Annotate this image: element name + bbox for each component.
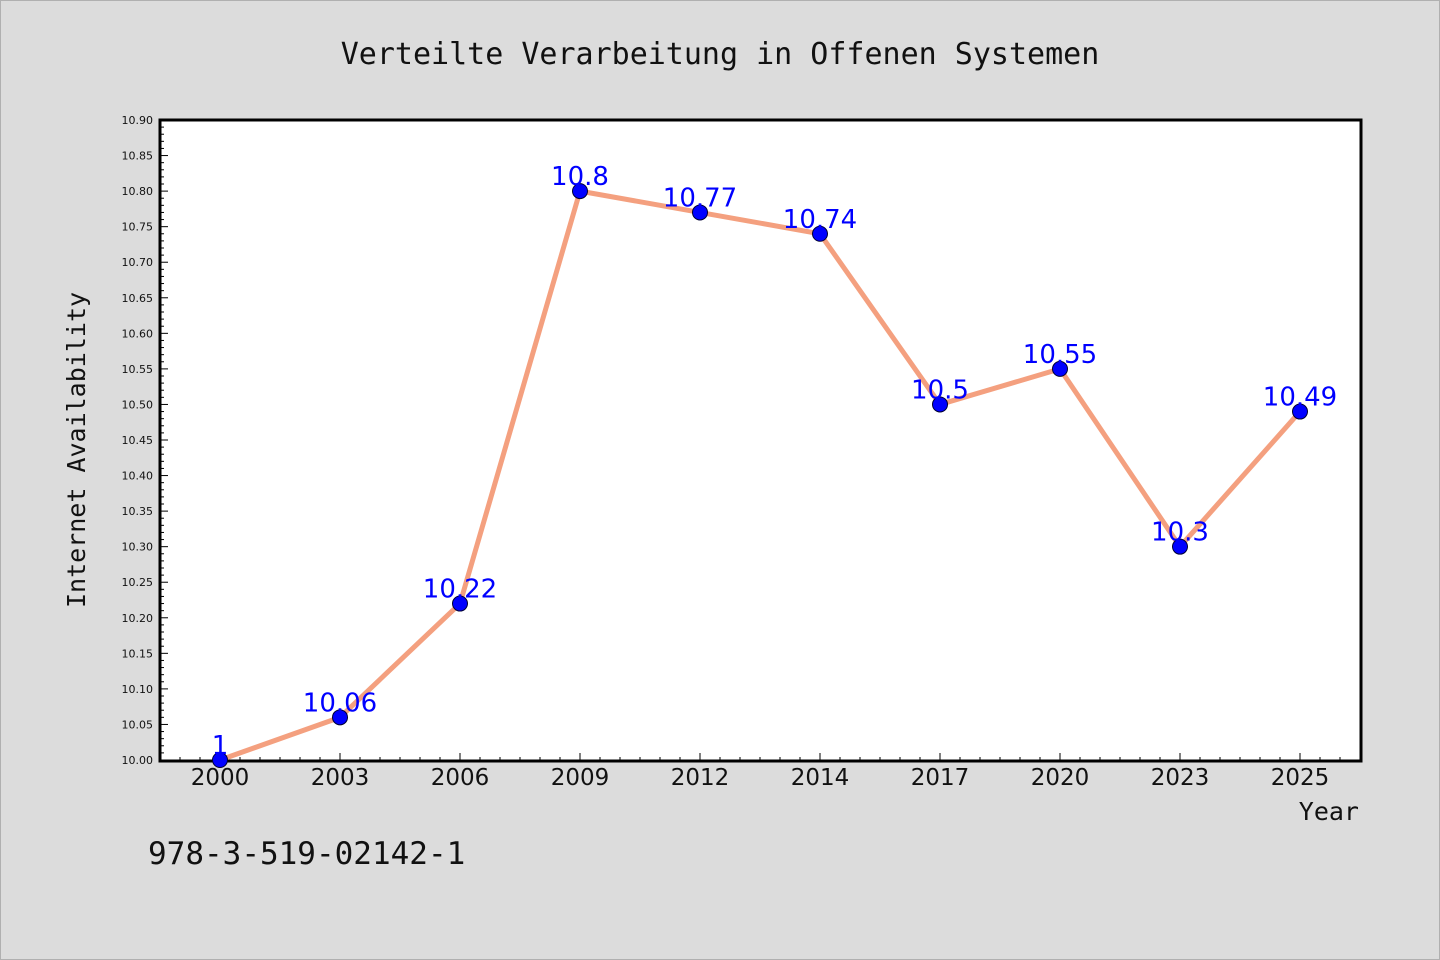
y-tick-label: 10.55 (122, 363, 154, 376)
data-point (572, 183, 588, 200)
plot-area (158, 118, 1363, 763)
data-markers (212, 183, 1308, 768)
data-point (812, 225, 828, 242)
x-axis-label: Year (1299, 797, 1359, 826)
data-point (1172, 538, 1188, 555)
y-tick-label: 10.30 (122, 541, 154, 554)
x-axis: 2000 2003 2006 2009 2012 2014 2017 2020 2023 2025 (179, 753, 1361, 791)
x-tick-label: 2023 (1151, 765, 1210, 791)
data-point (332, 709, 348, 726)
x-tick-label: 2000 (191, 765, 250, 791)
data-point (212, 752, 228, 768)
y-tick-label: 10.90 (122, 114, 154, 127)
y-tick-label: 10.50 (122, 398, 154, 411)
data-label: 10.49 (1263, 383, 1337, 413)
y-tick-label: 10.80 (122, 185, 154, 198)
y-tick-label: 10.10 (122, 683, 154, 696)
x-tick-label: 2003 (311, 765, 370, 791)
series-line-group (217, 188, 1303, 763)
data-label: 10.74 (783, 205, 857, 235)
y-tick-label: 10.15 (122, 647, 154, 660)
data-label: 10.3 (1151, 518, 1209, 548)
y-axis-label: Internet Availability (62, 292, 91, 608)
y-tick-label: 10.75 (122, 221, 154, 234)
y-tick-label: 10.40 (122, 470, 154, 483)
y-tick-label: 10.05 (122, 718, 154, 731)
data-point (692, 204, 708, 221)
y-tick-label: 10.85 (122, 150, 154, 163)
data-labels: 1 10.06 10.22 10.8 10.77 10.74 10.5 10.55 10.3 10… (212, 162, 1337, 761)
y-tick-label: 10.00 (122, 754, 154, 767)
y-tick-label: 10.20 (122, 612, 154, 625)
y-tick-label: 10.25 (122, 576, 154, 589)
y-tick-label: 10.45 (122, 434, 154, 447)
data-label: 1 (212, 731, 229, 761)
y-tick-label: 10.70 (122, 256, 154, 269)
x-tick-label: 2009 (551, 765, 610, 791)
data-point (1292, 403, 1308, 420)
x-tick-label: 2006 (431, 765, 490, 791)
x-tick-label: 2017 (911, 765, 970, 791)
x-tick-label: 2020 (1031, 765, 1090, 791)
chart-title: Verteilte Verarbeitung in Offenen System… (341, 37, 1100, 72)
x-tick-label: 2025 (1271, 765, 1330, 791)
x-tick-label: 2012 (671, 765, 730, 791)
isbn-footer: 978-3-519-02142-1 (148, 836, 465, 872)
data-label: 10.5 (911, 375, 969, 405)
x-tick-label: 2014 (791, 765, 850, 791)
data-label: 10.06 (303, 688, 377, 718)
series-line (217, 188, 1303, 763)
y-tick-label: 10.65 (122, 292, 154, 305)
data-point (1052, 360, 1068, 377)
data-point (932, 396, 948, 413)
y-tick-label: 10.35 (122, 505, 154, 518)
data-point (452, 595, 468, 612)
y-tick-label: 10.60 (122, 327, 154, 340)
y-axis: 10.00 10.05 10.10 10.15 10.20 10.25 10.30 10.35… (122, 114, 168, 767)
data-label: 10.22 (423, 575, 497, 605)
data-label: 10.55 (1023, 340, 1097, 370)
data-label: 10.8 (551, 162, 609, 192)
data-label: 10.77 (663, 183, 737, 213)
